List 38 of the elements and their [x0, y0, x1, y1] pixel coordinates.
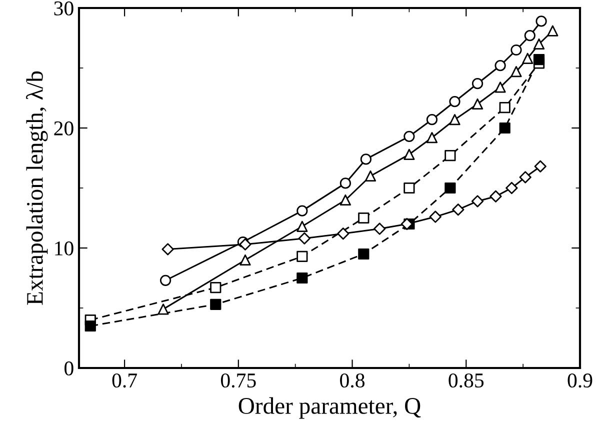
x-tick-label: 0.75 — [220, 373, 256, 388]
point — [340, 194, 351, 206]
point — [404, 182, 415, 194]
x-axis-title: Order parameter, Q — [238, 397, 421, 419]
point — [240, 254, 251, 266]
point — [296, 220, 308, 232]
point — [158, 304, 169, 315]
x-tick-label: 0.8 — [340, 373, 364, 388]
point — [296, 250, 308, 262]
point — [499, 102, 510, 114]
x-tick-label: 0.7 — [112, 373, 137, 388]
point — [522, 52, 534, 64]
point — [364, 170, 376, 182]
point — [426, 132, 438, 144]
point — [444, 150, 456, 162]
point — [449, 114, 460, 126]
point — [358, 248, 370, 260]
point — [494, 82, 506, 93]
x-tick-label: 0.85 — [448, 373, 484, 388]
point — [296, 272, 308, 284]
point — [84, 320, 96, 332]
point — [510, 66, 522, 78]
x-tick-label: 0.9 — [568, 373, 592, 388]
point — [404, 148, 415, 160]
y-tick-label: 0 — [64, 361, 74, 376]
y-tick-label: 10 — [55, 241, 74, 256]
point — [472, 98, 484, 110]
point — [547, 25, 558, 36]
point — [499, 122, 510, 134]
point — [533, 54, 545, 66]
y-tick-label: 30 — [54, 1, 74, 16]
y-tick-label: 20 — [54, 121, 74, 136]
point — [444, 182, 456, 194]
point — [210, 298, 222, 310]
y-axis-title: Extrapolation length, λ/b — [26, 71, 48, 305]
point — [358, 212, 370, 224]
point — [533, 38, 545, 50]
point — [210, 282, 222, 294]
